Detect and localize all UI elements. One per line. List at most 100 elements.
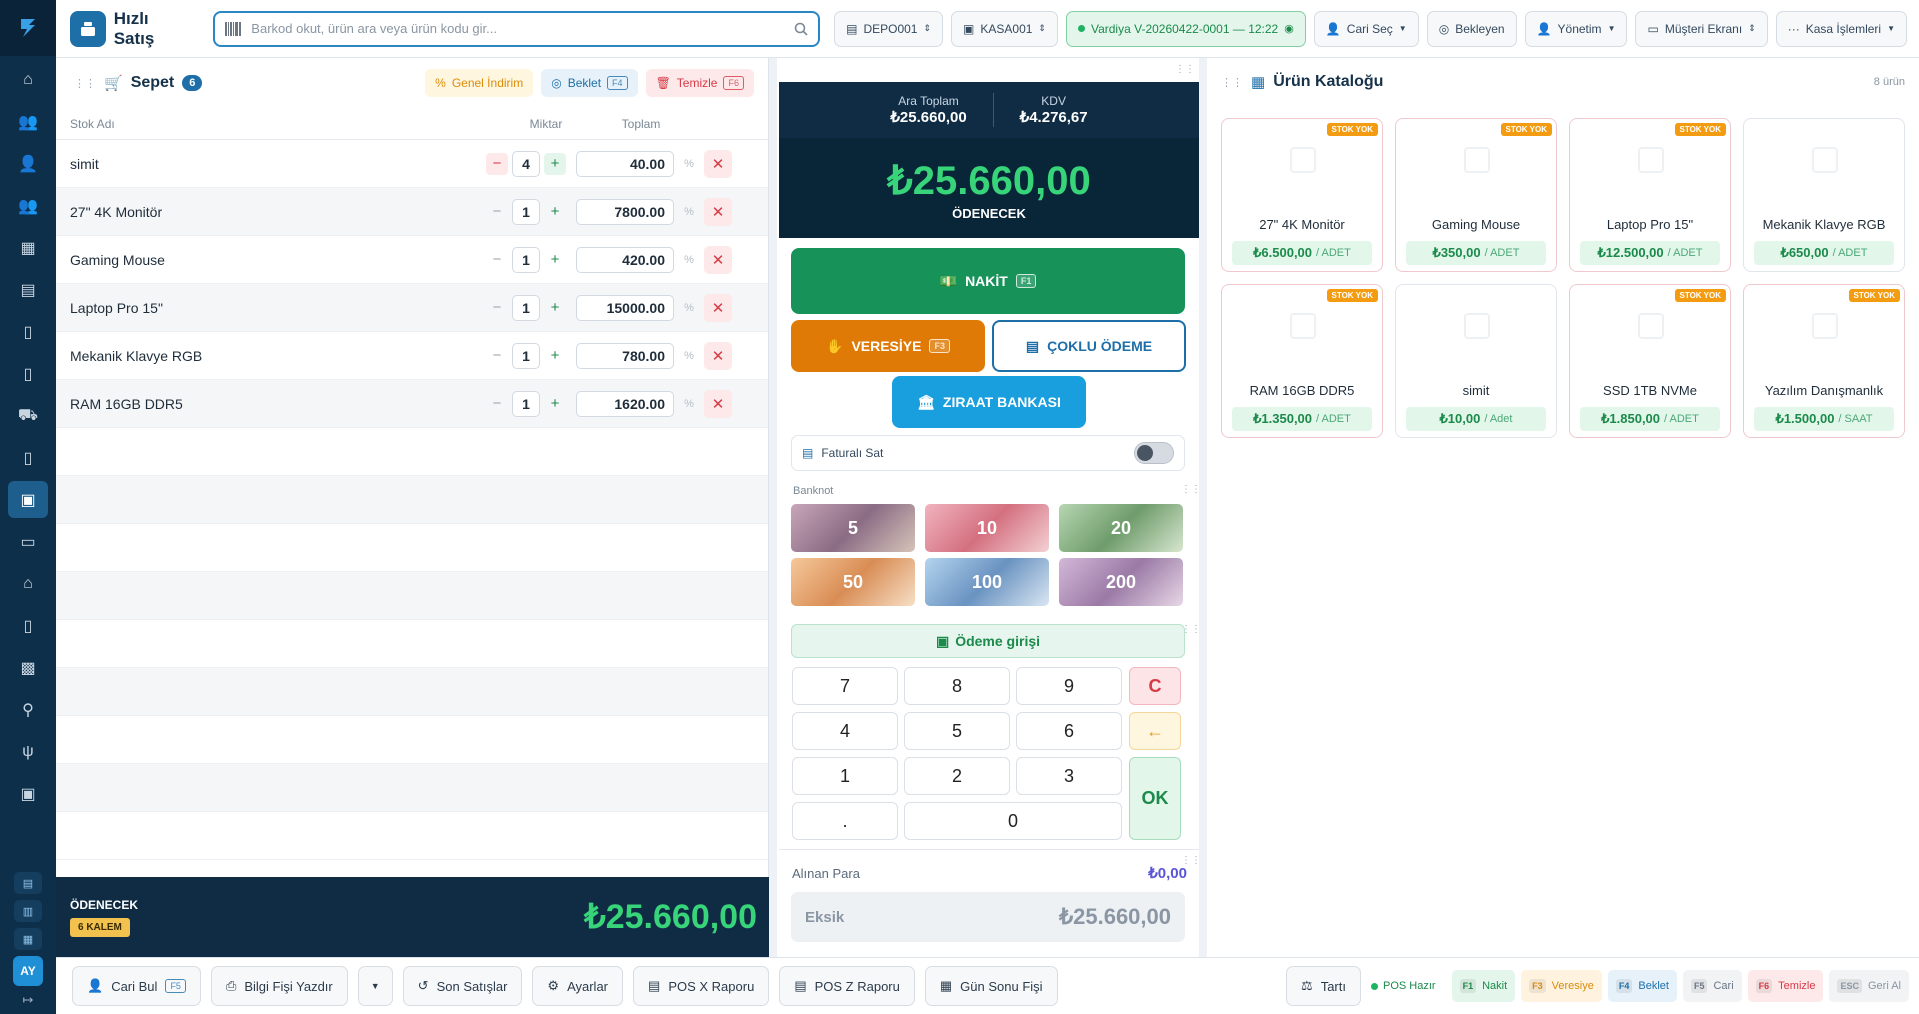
decrease-qty-button[interactable]: −: [492, 347, 502, 364]
bag-icon[interactable]: ▣: [20, 785, 36, 803]
drag-handle-icon[interactable]: ⋮⋮: [74, 77, 96, 90]
remove-item-button[interactable]: ✕: [704, 341, 732, 370]
line-total-input[interactable]: [576, 390, 674, 417]
increase-qty-button[interactable]: +: [550, 203, 560, 220]
discount-icon[interactable]: %: [684, 349, 694, 362]
qty-value[interactable]: 1: [512, 390, 540, 417]
bank-pos-button[interactable]: 🏛 ZIRAAT BANKASI: [892, 376, 1086, 428]
print-receipt-button[interactable]: ⎙ Bilgi Fişi Yazdır: [210, 966, 348, 1006]
users-group-icon[interactable]: 👥: [18, 113, 38, 131]
product-card[interactable]: STOK YOK Yazılım Danışmanlık ₺1.500,00/ SA…: [1743, 284, 1905, 438]
product-card[interactable]: STOK YOK 27" 4K Monitör ₺6.500,00/ ADET: [1221, 118, 1383, 272]
increase-qty-button[interactable]: +: [550, 347, 560, 364]
remove-item-button[interactable]: ✕: [704, 149, 732, 178]
shortcut-key[interactable]: F1 Nakit: [1451, 970, 1516, 1002]
store-icon[interactable]: ▤: [20, 281, 36, 299]
cash-ops-menu[interactable]: ··· Kasa İşlemleri ▼: [1775, 10, 1908, 47]
calculator-icon[interactable]: ▤: [14, 872, 42, 894]
qty-value[interactable]: 1: [512, 342, 540, 369]
day-end-button[interactable]: ▦ Gün Sonu Fişi: [924, 966, 1058, 1006]
discount-icon[interactable]: %: [684, 205, 694, 218]
general-discount-button[interactable]: % Genel İndirim: [425, 69, 534, 97]
drag-handle-icon[interactable]: ⋮⋮: [1221, 76, 1243, 89]
restaurant-icon[interactable]: ψ: [22, 742, 34, 760]
shortcut-key[interactable]: F5 Cari: [1682, 970, 1742, 1002]
product-card[interactable]: Mekanik Klavye RGB ₺650,00/ ADET: [1743, 118, 1905, 272]
user-icon[interactable]: 👤: [18, 155, 38, 173]
home-icon[interactable]: ⌂: [23, 70, 33, 88]
discount-icon[interactable]: %: [684, 157, 694, 170]
product-card[interactable]: simit ₺10,00/ Adet: [1395, 284, 1557, 438]
shortcut-key[interactable]: F4 Beklet: [1607, 970, 1677, 1002]
receipt-icon[interactable]: ▯: [23, 617, 33, 635]
banknote-50[interactable]: 50: [791, 558, 915, 606]
decrease-qty-button[interactable]: −: [486, 152, 508, 175]
bank-icon[interactable]: ⌂: [23, 574, 33, 592]
z-report-button[interactable]: ▤ POS Z Raporu: [779, 966, 915, 1006]
invoice-icon[interactable]: ▯: [23, 365, 33, 383]
line-total-input[interactable]: [576, 294, 674, 321]
warehouse-icon[interactable]: ▦: [20, 239, 36, 257]
line-total-input[interactable]: [576, 150, 674, 177]
briefcase-icon[interactable]: ▩: [20, 659, 36, 677]
banknote-100[interactable]: 100: [925, 558, 1049, 606]
remove-item-button[interactable]: ✕: [704, 293, 732, 322]
clear-cart-button[interactable]: 🗑 Temizle F6: [645, 69, 754, 97]
invoice-toggle-switch[interactable]: [1134, 442, 1174, 464]
qty-value[interactable]: 1: [512, 198, 540, 225]
avatar[interactable]: AY: [13, 956, 43, 986]
discount-icon[interactable]: %: [684, 397, 694, 410]
drag-handle-icon[interactable]: ⋮⋮: [1181, 484, 1201, 495]
drag-handle-icon[interactable]: ⋮⋮: [1175, 64, 1195, 75]
increase-qty-button[interactable]: +: [544, 152, 566, 175]
key-ok[interactable]: OK: [1129, 757, 1181, 840]
pending-button[interactable]: ◎ Bekleyen: [1426, 10, 1517, 47]
line-total-input[interactable]: [576, 198, 674, 225]
multi-payment-button[interactable]: ▤ ÇOKLU ÖDEME: [992, 320, 1186, 372]
key-clear[interactable]: C: [1129, 667, 1181, 705]
key-5[interactable]: 5: [904, 712, 1010, 750]
line-total-input[interactable]: [576, 246, 674, 273]
drag-handle-icon[interactable]: ⋮⋮: [1181, 855, 1201, 866]
customer-screen-select[interactable]: ▭ Müşteri Ekranı ⇕: [1635, 10, 1768, 47]
key-9[interactable]: 9: [1016, 667, 1122, 705]
document-icon[interactable]: ▯: [23, 323, 33, 341]
find-customer-button[interactable]: 👤 Cari Bul F5: [72, 966, 201, 1006]
location-pin-icon[interactable]: ⚲: [22, 701, 34, 719]
last-sales-button[interactable]: ↺ Son Satışlar: [402, 966, 523, 1006]
wallet-icon[interactable]: ▭: [20, 533, 36, 551]
key-4[interactable]: 4: [792, 712, 898, 750]
cash-payment-button[interactable]: 💵 NAKİT F1: [791, 248, 1185, 314]
x-report-button[interactable]: ▤ POS X Raporu: [633, 966, 770, 1006]
qty-value[interactable]: 4: [512, 150, 540, 177]
truck-icon[interactable]: ⛟: [17, 406, 39, 424]
product-card[interactable]: STOK YOK Laptop Pro 15" ₺12.500,00/ ADET: [1569, 118, 1731, 272]
key-2[interactable]: 2: [904, 757, 1010, 795]
decrease-qty-button[interactable]: −: [492, 395, 502, 412]
pos-register-icon[interactable]: ▣: [8, 481, 48, 518]
calendar-icon[interactable]: ▦: [14, 928, 42, 950]
logout-icon[interactable]: ↦: [22, 992, 34, 1007]
shortcut-key[interactable]: F3 Veresiye: [1521, 970, 1602, 1002]
shift-badge[interactable]: Vardiya V-20260422-0001 — 12:22 ◉: [1065, 10, 1306, 47]
increase-qty-button[interactable]: +: [550, 395, 560, 412]
key-dot[interactable]: .: [792, 802, 898, 840]
shortcut-key[interactable]: F6 Temizle: [1747, 970, 1824, 1002]
key-6[interactable]: 6: [1016, 712, 1122, 750]
remove-item-button[interactable]: ✕: [704, 389, 732, 418]
discount-icon[interactable]: %: [684, 301, 694, 314]
payment-input-bar[interactable]: ▣ Ödeme girişi: [791, 624, 1185, 658]
remove-item-button[interactable]: ✕: [704, 197, 732, 226]
key-1[interactable]: 1: [792, 757, 898, 795]
product-card[interactable]: STOK YOK Gaming Mouse ₺350,00/ ADET: [1395, 118, 1557, 272]
decrease-qty-button[interactable]: −: [492, 299, 502, 316]
hold-button[interactable]: ◎ Beklet F4: [541, 69, 638, 97]
contacts-icon[interactable]: 👥: [18, 197, 38, 215]
product-card[interactable]: STOK YOK RAM 16GB DDR5 ₺1.350,00/ ADET: [1221, 284, 1383, 438]
settings-button[interactable]: ⚙ Ayarlar: [532, 966, 624, 1006]
management-menu[interactable]: 👤 Yönetim ▼: [1524, 10, 1628, 47]
product-card[interactable]: STOK YOK SSD 1TB NVMe ₺1.850,00/ ADET: [1569, 284, 1731, 438]
register-select[interactable]: ▣ KASA001 ⇕: [951, 10, 1058, 47]
search-input[interactable]: [251, 21, 785, 36]
increase-qty-button[interactable]: +: [550, 299, 560, 316]
